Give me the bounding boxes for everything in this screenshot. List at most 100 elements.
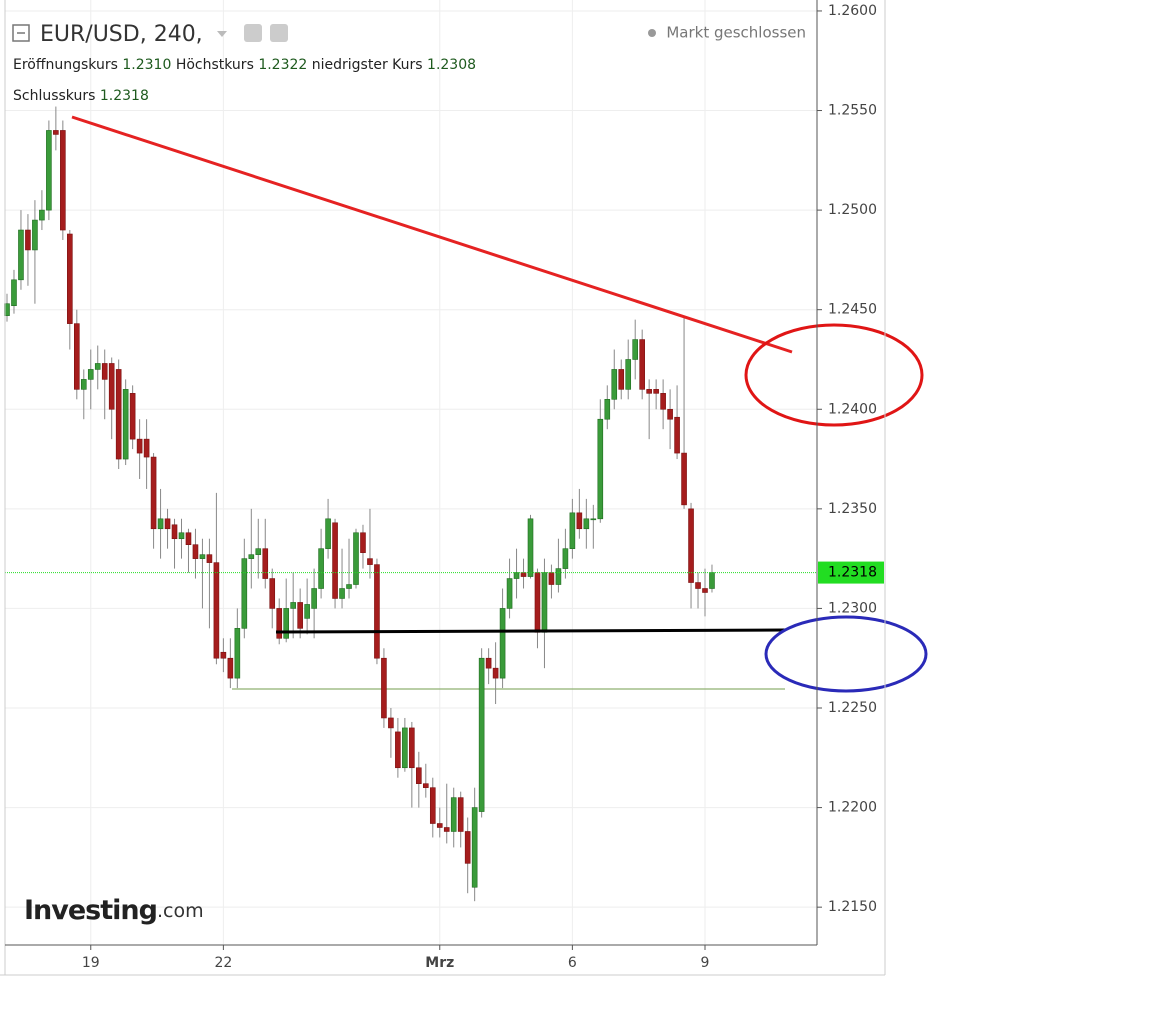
candle-body bbox=[653, 389, 659, 394]
candle-body bbox=[360, 532, 366, 553]
candle-body bbox=[18, 229, 24, 281]
candle-body bbox=[269, 578, 276, 609]
y-tick-label: 1.2300 bbox=[828, 600, 877, 616]
axes: 1.2600 1.2550 1.2500 1.2450 1.2400 1.2350 1.23… bbox=[82, 3, 884, 971]
candle-body bbox=[53, 130, 59, 135]
candle-body bbox=[702, 588, 708, 593]
candles bbox=[4, 106, 817, 902]
candle-body bbox=[353, 532, 359, 585]
candle-body bbox=[11, 279, 17, 307]
candle-body bbox=[339, 588, 345, 599]
candle-body bbox=[429, 787, 436, 824]
support-circle bbox=[764, 615, 928, 693]
candle-body bbox=[527, 518, 534, 577]
candle-body bbox=[604, 399, 611, 420]
resistance-circle bbox=[744, 323, 924, 427]
candle-body bbox=[74, 323, 80, 390]
candle-body bbox=[569, 512, 576, 549]
candle-body bbox=[409, 727, 415, 769]
candle-body bbox=[192, 544, 199, 559]
candle-body bbox=[471, 807, 478, 888]
high-value: 1.2322 bbox=[258, 57, 307, 73]
candle-body bbox=[422, 783, 429, 788]
candle-body bbox=[101, 363, 108, 380]
x-tick-label: 22 bbox=[214, 955, 232, 971]
ohlc-legend: Eröffnungskurs 1.2310 Höchstkurs 1.2322 … bbox=[13, 57, 476, 73]
close-label: Schlusskurs bbox=[13, 88, 95, 104]
candle-body bbox=[457, 797, 464, 832]
candle-body bbox=[625, 359, 632, 390]
candle-body bbox=[241, 558, 248, 629]
chart-title: EUR/USD, 240, bbox=[40, 22, 203, 47]
settings-icon[interactable] bbox=[270, 24, 288, 42]
candle-body bbox=[402, 727, 408, 769]
y-tick-label: 1.2550 bbox=[828, 103, 877, 119]
candle-body bbox=[157, 518, 164, 530]
candle-body bbox=[129, 393, 136, 440]
status-dot bbox=[648, 29, 656, 37]
candle-body bbox=[332, 522, 338, 599]
candle-body bbox=[416, 767, 422, 784]
last-price-label: 1.2318 bbox=[828, 565, 877, 581]
candle-body bbox=[395, 731, 401, 769]
eye-icon[interactable] bbox=[244, 24, 262, 42]
candle-body bbox=[513, 572, 520, 579]
candle-body bbox=[262, 548, 269, 579]
candle-body bbox=[248, 554, 255, 559]
candle-body bbox=[227, 657, 234, 679]
candle-body bbox=[597, 418, 604, 520]
candle-body bbox=[548, 572, 555, 585]
candle-body bbox=[143, 438, 150, 458]
candle-body bbox=[115, 369, 122, 460]
candle-body bbox=[506, 578, 513, 609]
high-label: Höchstkurs bbox=[176, 57, 254, 73]
candle-body bbox=[492, 667, 499, 679]
candle-body bbox=[667, 408, 673, 420]
candle-body bbox=[67, 233, 73, 324]
candle-body bbox=[136, 438, 143, 454]
candle-body bbox=[178, 532, 185, 540]
candle-body bbox=[555, 568, 562, 585]
candle-body bbox=[220, 651, 227, 659]
y-tick-label: 1.2200 bbox=[828, 800, 877, 816]
candle-body bbox=[590, 518, 597, 521]
y-tick-label: 1.2450 bbox=[828, 302, 877, 318]
candle-body bbox=[150, 456, 157, 530]
support-line bbox=[275, 628, 786, 634]
candle-body bbox=[562, 548, 569, 569]
candle-body bbox=[206, 554, 213, 563]
y-tick-label: 1.2250 bbox=[828, 700, 877, 716]
candle-body bbox=[499, 608, 506, 679]
x-tick-label: 19 bbox=[82, 955, 100, 971]
candle-body bbox=[450, 797, 457, 832]
candle-body bbox=[646, 389, 652, 394]
x-tick-label: 9 bbox=[701, 955, 710, 971]
candle-body bbox=[164, 518, 171, 530]
candle-body bbox=[660, 393, 666, 410]
candle-body bbox=[478, 657, 485, 812]
candle-body bbox=[674, 416, 680, 454]
candle-body bbox=[381, 657, 387, 719]
candle-body bbox=[311, 588, 317, 609]
candle-body bbox=[611, 369, 618, 400]
candle-body bbox=[639, 339, 645, 390]
candle-body bbox=[255, 548, 262, 555]
candle-body bbox=[520, 572, 527, 577]
candle-body bbox=[94, 363, 101, 370]
open-label: Eröffnungskurs bbox=[13, 57, 118, 73]
x-tick-label: Mrz bbox=[425, 955, 454, 971]
dropdown-icon[interactable] bbox=[217, 31, 227, 37]
candle-body bbox=[388, 717, 394, 729]
candle-body bbox=[688, 508, 694, 583]
candle-body bbox=[32, 219, 38, 251]
candle-body bbox=[39, 209, 45, 221]
last-price-tag bbox=[818, 561, 884, 584]
candle-body bbox=[681, 452, 687, 506]
candle-body bbox=[185, 532, 192, 545]
candle-body bbox=[709, 572, 715, 589]
candle-body bbox=[290, 602, 296, 609]
candle-body bbox=[87, 369, 94, 380]
trend-line bbox=[71, 115, 793, 354]
candle-body bbox=[108, 363, 115, 410]
